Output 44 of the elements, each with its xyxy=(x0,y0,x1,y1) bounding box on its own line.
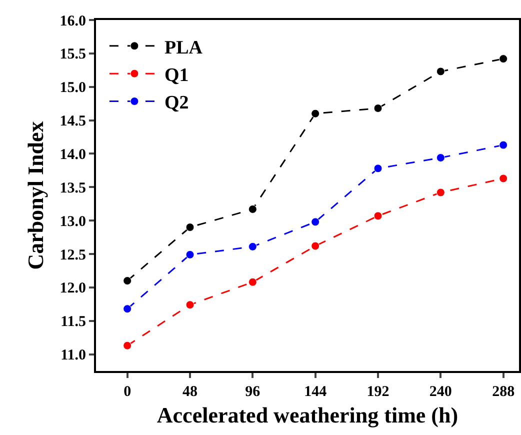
point xyxy=(374,164,382,173)
point xyxy=(311,218,320,226)
y-tick-label: 11.5 xyxy=(60,314,86,330)
y-tick-label: 13.0 xyxy=(60,214,86,230)
x-axis-title: Accelerated weathering time (h) xyxy=(156,402,458,428)
point xyxy=(248,204,257,214)
point xyxy=(436,188,445,197)
point xyxy=(499,54,508,64)
x-tick-label: 240 xyxy=(429,384,452,400)
point xyxy=(186,300,194,310)
point xyxy=(248,242,257,251)
y-tick-label: 15.0 xyxy=(60,80,86,96)
point xyxy=(499,140,508,150)
point xyxy=(374,104,382,112)
point xyxy=(186,250,194,259)
legend-label: Q1 xyxy=(164,64,189,86)
x-tick-label: 0 xyxy=(124,384,132,400)
point xyxy=(186,223,194,232)
y-tick-label: 15.5 xyxy=(60,46,86,63)
point xyxy=(123,304,132,314)
y-axis-title: Carbonyl Index xyxy=(23,121,48,270)
y-tick-label: 14.5 xyxy=(60,114,86,130)
y-tick-label: 12.5 xyxy=(60,247,86,264)
point xyxy=(123,276,132,285)
x-tick-label: 96 xyxy=(245,384,261,400)
point xyxy=(499,174,508,183)
y-tick-label: 13.5 xyxy=(60,180,86,196)
legend-label: Q2 xyxy=(164,92,189,114)
x-tick-label: 48 xyxy=(182,384,198,400)
point xyxy=(374,212,382,220)
x-tick-label: 192 xyxy=(366,384,390,400)
y-tick-label: 16.0 xyxy=(60,13,86,30)
x-tick-label: 144 xyxy=(304,384,328,400)
point xyxy=(311,242,320,250)
y-tick-label: 11.0 xyxy=(60,348,86,364)
x-tick-label: 288 xyxy=(492,384,515,400)
y-tick-label: 12.0 xyxy=(60,280,86,297)
point xyxy=(311,109,320,118)
point xyxy=(248,278,257,286)
point xyxy=(436,153,445,162)
point xyxy=(123,341,132,350)
point xyxy=(436,67,445,76)
legend-label: PLA xyxy=(164,37,203,58)
y-tick-label: 14.0 xyxy=(60,146,86,163)
